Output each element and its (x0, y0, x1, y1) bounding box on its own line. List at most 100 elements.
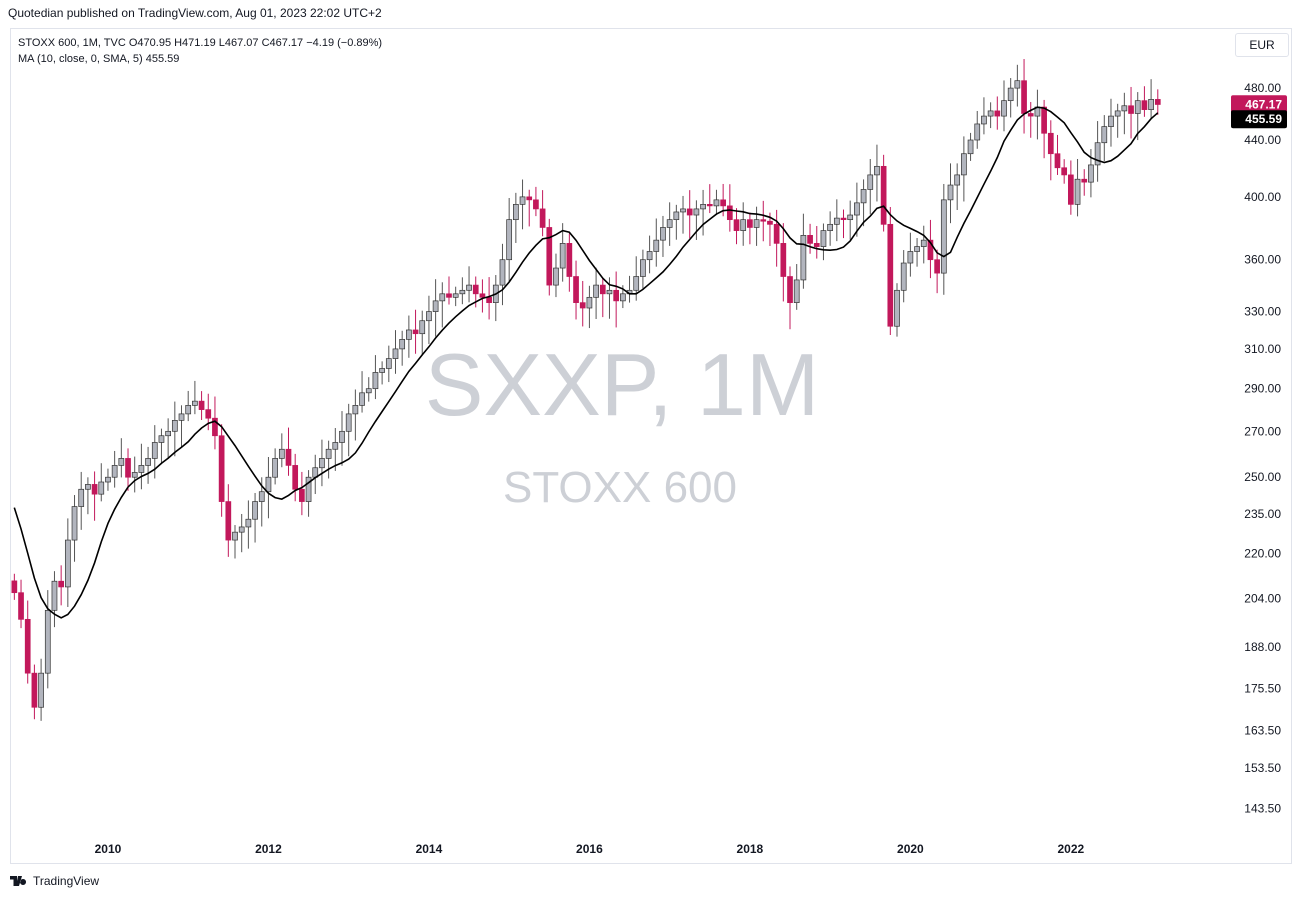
candle-up (406, 329, 412, 340)
candle-down (807, 235, 813, 244)
y-tick-label: 175.50 (1244, 681, 1281, 695)
y-tick-label: 310.00 (1244, 342, 1281, 356)
y-tick-label: 235.00 (1244, 507, 1281, 521)
candle-up (1007, 87, 1014, 102)
candle-down (125, 458, 131, 478)
publisher-caption: Quotedian published on TradingView.com, … (8, 6, 382, 20)
y-tick-label: 270.00 (1244, 424, 1281, 438)
candle-up (432, 300, 439, 312)
watermark-name: STOXX 600 (503, 463, 737, 512)
candle-down (472, 284, 479, 295)
candle-up (64, 539, 71, 588)
candle-down (1081, 178, 1088, 183)
candle-up (1074, 178, 1081, 205)
candle-up (666, 219, 673, 228)
candle-up (1101, 126, 1108, 144)
candle-up (258, 491, 265, 502)
y-tick-label: 400.00 (1244, 190, 1281, 204)
ma-line (13, 106, 1159, 619)
candle-down (218, 435, 225, 502)
candle-up (1121, 105, 1128, 112)
candle-down (1021, 80, 1027, 114)
candle-down (760, 219, 767, 222)
candle-down (1068, 174, 1074, 205)
candle-up (680, 208, 686, 213)
candle-up (867, 174, 874, 190)
candle-down (566, 243, 573, 277)
candle-down (18, 592, 24, 620)
candle-up (339, 430, 345, 443)
candle-up (192, 400, 198, 406)
candle-up (967, 139, 974, 155)
candle-up (914, 246, 920, 252)
currency-button[interactable]: EUR (1235, 33, 1289, 57)
candle-up (51, 580, 58, 611)
candle-up (827, 223, 833, 231)
y-tick-label: 480.00 (1244, 81, 1281, 95)
candle-up (586, 296, 593, 309)
candle-up (439, 293, 446, 302)
candle-down (486, 296, 492, 303)
candle-up (987, 110, 994, 117)
candle-up (265, 476, 272, 493)
candle-up (860, 189, 867, 204)
candle-up (593, 284, 599, 298)
candle-up (151, 442, 158, 459)
candle-up (138, 465, 145, 473)
candle-up (1108, 115, 1114, 127)
last-price-tag (1231, 95, 1287, 114)
candle-up (619, 293, 626, 302)
x-tick-label: 2020 (897, 842, 924, 856)
candle-down (1061, 167, 1068, 176)
candle-up (553, 267, 559, 286)
candle-up (399, 339, 406, 350)
candle-up (847, 214, 854, 221)
candle-up (874, 165, 880, 176)
candle-down (747, 219, 753, 228)
candle-up (118, 458, 125, 466)
candle-up (981, 115, 987, 125)
x-tick-label: 2014 (416, 842, 443, 856)
tradingview-logo-icon (10, 876, 27, 886)
candle-down (787, 276, 793, 303)
candle-up (178, 413, 185, 421)
candle-up (660, 227, 666, 241)
candle-up (111, 465, 118, 478)
time-axis[interactable]: 2010 2012 2014 2016 2018 2020 2022 (95, 842, 1085, 856)
candle-up (833, 217, 840, 225)
candle-up (894, 289, 900, 327)
candle-up (85, 484, 91, 490)
candle-up (820, 230, 827, 247)
candle-up (753, 219, 760, 228)
y-tick-label: 143.50 (1244, 801, 1281, 815)
candle-up (673, 211, 680, 221)
candle-up (98, 481, 105, 495)
candle-down (599, 284, 606, 295)
candle-up (713, 199, 720, 207)
x-tick-label: 2012 (255, 842, 282, 856)
candle-down (780, 243, 787, 277)
candle-up (640, 259, 646, 277)
candle-up (319, 458, 325, 469)
candle-down (686, 208, 693, 216)
candle-up (800, 235, 807, 281)
candle-up (165, 430, 171, 437)
candle-down (91, 484, 98, 495)
y-tick-label: 204.00 (1244, 592, 1281, 606)
candle-up (232, 531, 238, 541)
candle-down (887, 223, 894, 327)
candle-down (573, 276, 579, 303)
legend: STOXX 600, 1M, TVC O470.95 H471.19 L467.… (18, 35, 382, 67)
candle-up (145, 458, 151, 466)
candle-up (392, 348, 399, 359)
y-tick-label: 163.50 (1244, 724, 1281, 738)
candle-up (974, 123, 981, 141)
candle-up (700, 204, 706, 210)
price-axis[interactable]: 520.00480.00440.00400.00360.00330.00310.… (1244, 33, 1281, 815)
candle-up (365, 388, 372, 394)
y-tick-label: 153.50 (1244, 761, 1281, 775)
candle-down (927, 239, 934, 261)
ma-value-tag (1231, 110, 1287, 129)
